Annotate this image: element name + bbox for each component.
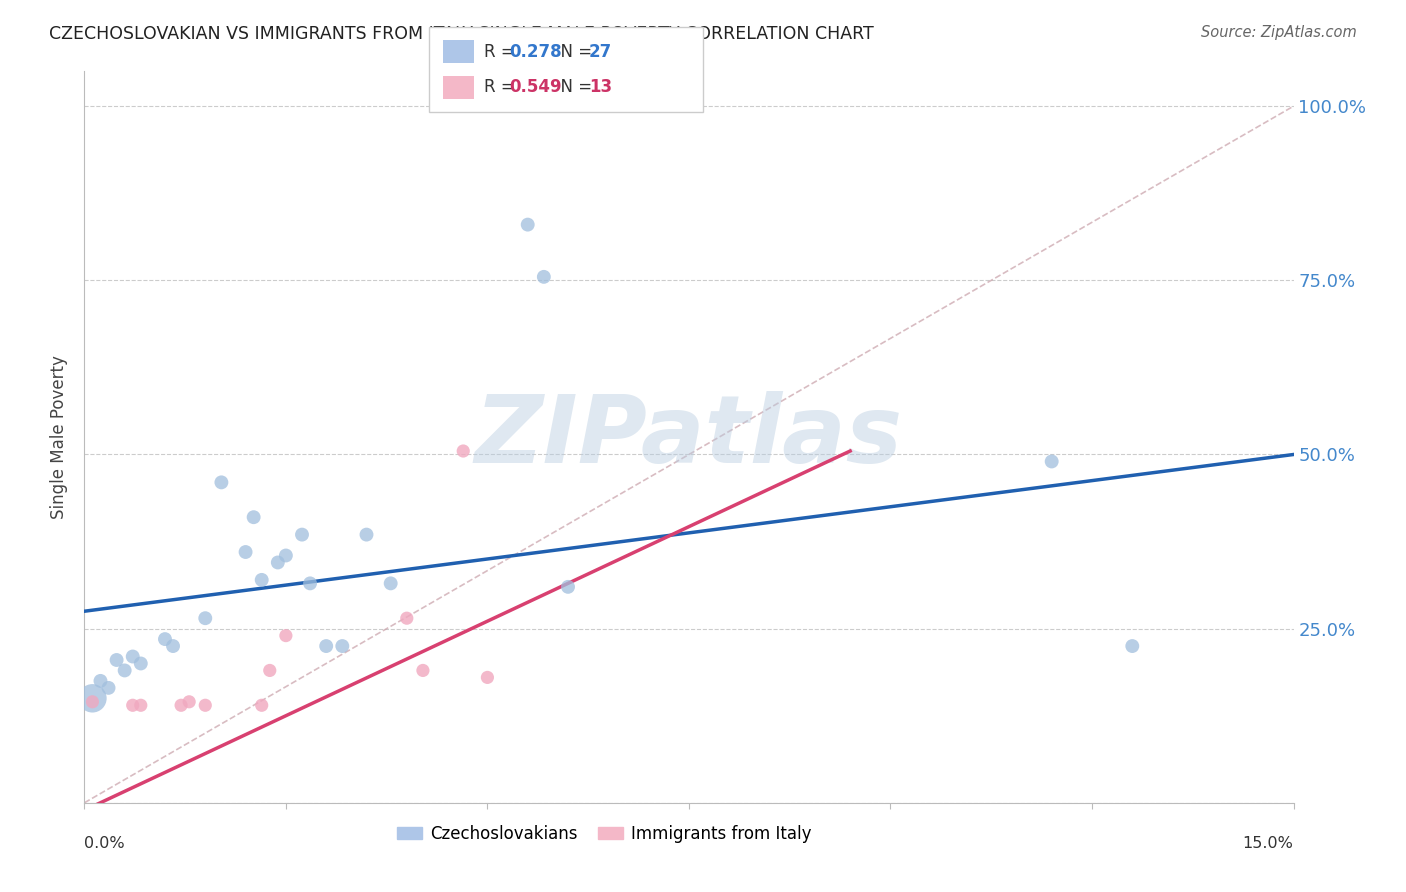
Point <box>1040 454 1063 468</box>
Point <box>82 691 104 706</box>
Point <box>82 695 104 709</box>
Point <box>89 673 111 688</box>
Text: 27: 27 <box>589 43 613 61</box>
Text: N =: N = <box>550 78 598 96</box>
Text: Source: ZipAtlas.com: Source: ZipAtlas.com <box>1201 25 1357 40</box>
Point <box>170 698 193 713</box>
Point <box>291 527 314 541</box>
Point <box>121 698 143 713</box>
Point <box>516 218 538 232</box>
Point <box>194 698 217 713</box>
Text: 0.0%: 0.0% <box>84 836 125 851</box>
Text: ZIPatlas: ZIPatlas <box>475 391 903 483</box>
Point <box>380 576 402 591</box>
Point <box>1121 639 1143 653</box>
Point <box>179 695 201 709</box>
Point <box>162 639 184 653</box>
Point <box>250 698 273 713</box>
Point <box>121 649 143 664</box>
Point <box>129 657 152 671</box>
Point <box>330 639 353 653</box>
Point <box>250 573 273 587</box>
Point <box>315 639 337 653</box>
Point <box>105 653 128 667</box>
Point <box>412 664 434 678</box>
Point <box>194 611 217 625</box>
Point <box>242 510 264 524</box>
Text: 0.549: 0.549 <box>509 78 561 96</box>
Point <box>274 549 297 563</box>
Point <box>267 556 290 570</box>
Point <box>557 580 579 594</box>
Text: R =: R = <box>484 43 520 61</box>
Text: 0.278: 0.278 <box>509 43 561 61</box>
Point <box>153 632 176 646</box>
Y-axis label: Single Male Poverty: Single Male Poverty <box>51 355 69 519</box>
Point <box>477 670 499 684</box>
Text: 13: 13 <box>589 78 612 96</box>
Point <box>451 444 474 458</box>
Point <box>274 629 297 643</box>
Point <box>129 698 152 713</box>
Point <box>259 664 281 678</box>
Point <box>533 269 555 284</box>
Text: 15.0%: 15.0% <box>1243 836 1294 851</box>
Legend: Czechoslovakians, Immigrants from Italy: Czechoslovakians, Immigrants from Italy <box>391 818 818 849</box>
Point <box>114 664 136 678</box>
Point <box>395 611 418 625</box>
Text: R =: R = <box>484 78 520 96</box>
Point <box>97 681 120 695</box>
Text: N =: N = <box>550 43 598 61</box>
Text: CZECHOSLOVAKIAN VS IMMIGRANTS FROM ITALY SINGLE MALE POVERTY CORRELATION CHART: CZECHOSLOVAKIAN VS IMMIGRANTS FROM ITALY… <box>49 25 875 43</box>
Point <box>299 576 322 591</box>
Point <box>235 545 257 559</box>
Point <box>356 527 378 541</box>
Point <box>209 475 232 490</box>
